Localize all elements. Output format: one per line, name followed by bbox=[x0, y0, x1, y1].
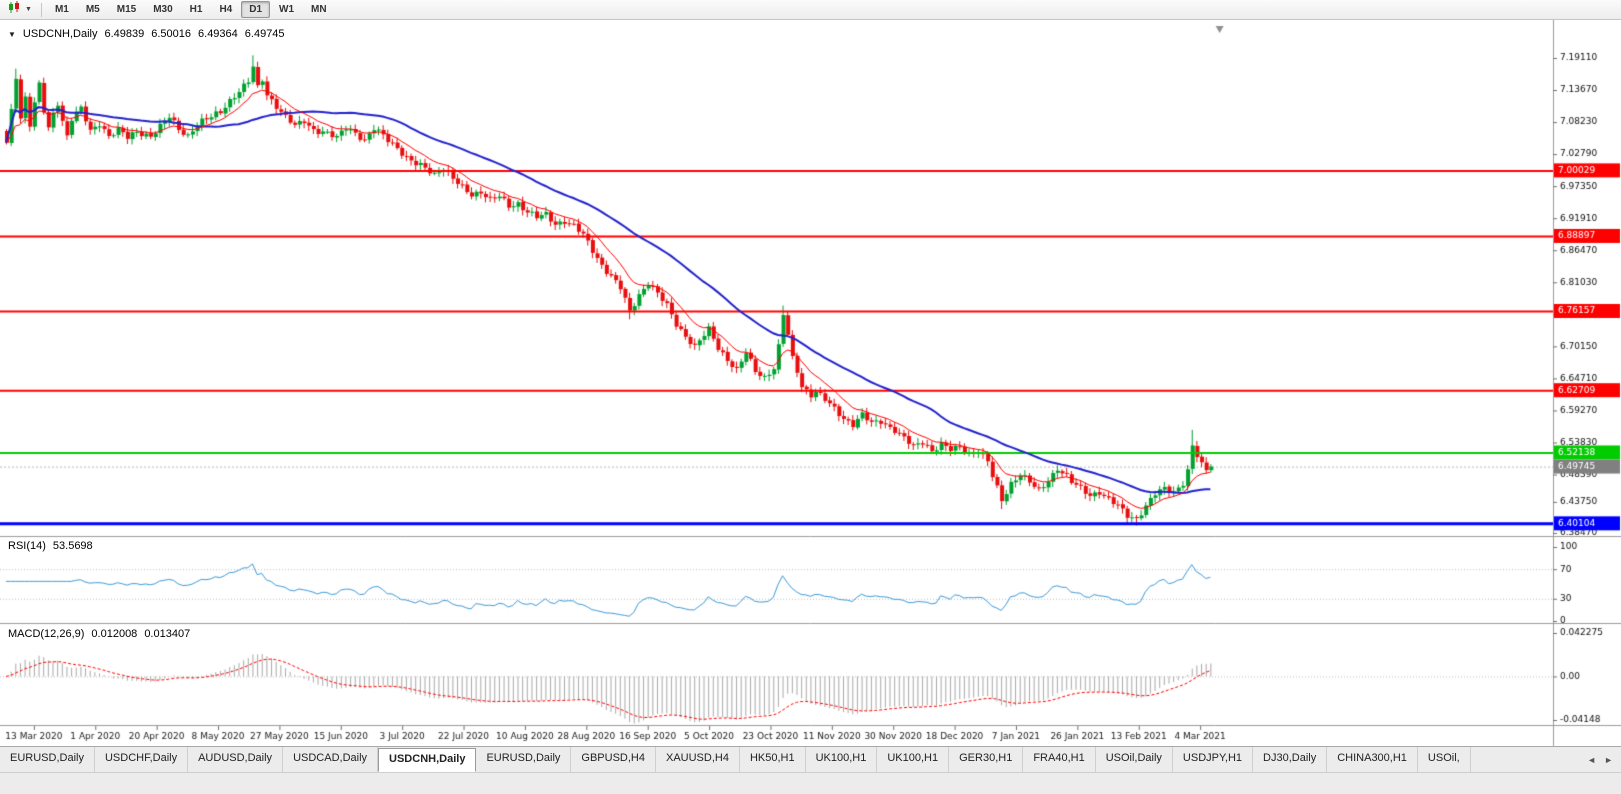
tab-dj30-daily[interactable]: DJ30,Daily bbox=[1253, 747, 1328, 772]
ohlc-low: 6.49364 bbox=[198, 28, 238, 40]
price-chart-canvas[interactable] bbox=[0, 20, 1621, 746]
chart-region: ▼ USDCNH,Daily 6.49839 6.50016 6.49364 6… bbox=[0, 20, 1621, 746]
tab-scroll-left-icon[interactable]: ◄ bbox=[1587, 754, 1597, 765]
timeframe-button-d1[interactable]: D1 bbox=[241, 1, 271, 18]
macd-value-main: 0.012008 bbox=[91, 628, 138, 640]
tab-china300-h1[interactable]: CHINA300,H1 bbox=[1327, 747, 1418, 772]
candlestick-chart-icon bbox=[8, 0, 23, 19]
tab-usoil[interactable]: USOil, bbox=[1418, 747, 1471, 772]
tab-eurusd-daily[interactable]: EURUSD,Daily bbox=[0, 747, 95, 772]
timeframe-button-m15[interactable]: M15 bbox=[116, 4, 137, 15]
timeframe-button-h1[interactable]: H1 bbox=[189, 4, 203, 15]
chart-title: ▼ USDCNH,Daily 6.49839 6.50016 6.49364 6… bbox=[8, 28, 285, 40]
timeframe-button-w1[interactable]: W1 bbox=[279, 4, 295, 15]
tab-uk100-h1[interactable]: UK100,H1 bbox=[806, 747, 878, 772]
timeframe-button-h4[interactable]: H4 bbox=[219, 4, 233, 15]
tab-usdchf-daily[interactable]: USDCHF,Daily bbox=[95, 747, 189, 772]
timeframe-button-m5[interactable]: M5 bbox=[85, 4, 100, 15]
tab-scroll-right-icon[interactable]: ► bbox=[1604, 754, 1613, 765]
tab-eurusd-daily[interactable]: EURUSD,Daily bbox=[476, 747, 572, 772]
rsi-label: RSI(14) 53.5698 bbox=[8, 540, 93, 552]
toolbar-separator bbox=[40, 2, 42, 17]
rsi-value: 53.5698 bbox=[52, 540, 93, 552]
chart-tabs-bar: EURUSD,Daily USDCHF,Daily AUDUSD,Daily USDC… bbox=[0, 746, 1621, 772]
tab-list: EURUSD,Daily USDCHF,Daily AUDUSD,Daily USDC… bbox=[0, 747, 1471, 772]
tab-usoil-daily[interactable]: USOil,Daily bbox=[1096, 747, 1173, 772]
rsi-name: RSI(14) bbox=[8, 540, 46, 552]
tab-usdjpy-h1[interactable]: USDJPY,H1 bbox=[1173, 747, 1254, 772]
symbol-period-label: USDCNH,Daily bbox=[22, 28, 98, 40]
macd-value-signal: 0.013407 bbox=[144, 628, 191, 640]
toolbar: ▼ M1 M5 M15 M30 H1 H4 D1 W1 MN bbox=[0, 0, 1621, 20]
timeframe-button-m1[interactable]: M1 bbox=[54, 4, 69, 15]
tab-fra40-h1[interactable]: FRA40,H1 bbox=[1023, 747, 1096, 772]
ohlc-high: 6.50016 bbox=[151, 28, 192, 40]
tab-ger30-h1[interactable]: GER30,H1 bbox=[949, 747, 1024, 772]
timeframe-button-m30[interactable]: M30 bbox=[153, 4, 173, 15]
tab-hk50-h1[interactable]: HK50,H1 bbox=[740, 747, 806, 772]
tab-usdcnh-daily[interactable]: USDCNH,Daily bbox=[378, 748, 477, 772]
tab-xauusd-h4[interactable]: XAUUSD,H4 bbox=[656, 747, 740, 772]
macd-name: MACD(12,26,9) bbox=[8, 628, 85, 640]
ohlc-open: 6.49839 bbox=[104, 28, 145, 40]
timeframe-buttons: M1 M5 M15 M30 H1 H4 D1 W1 MN bbox=[47, 1, 335, 18]
tab-scroll-arrows: ◄ ► bbox=[1579, 747, 1621, 772]
tab-gbpusd-h4[interactable]: GBPUSD,H4 bbox=[571, 747, 656, 772]
tab-usdcad-daily[interactable]: USDCAD,Daily bbox=[283, 747, 379, 772]
status-bar bbox=[0, 772, 1621, 794]
macd-label: MACD(12,26,9) 0.012008 0.013407 bbox=[8, 628, 190, 640]
ohlc-close: 6.49745 bbox=[244, 28, 285, 40]
chart-menu-triangle-icon[interactable]: ▼ bbox=[8, 29, 16, 39]
chart-type-button[interactable]: ▼ bbox=[4, 0, 36, 20]
tab-audusd-daily[interactable]: AUDUSD,Daily bbox=[188, 747, 284, 772]
tab-uk100-h1[interactable]: UK100,H1 bbox=[877, 747, 950, 772]
chevron-down-icon: ▼ bbox=[25, 6, 32, 13]
timeframe-button-mn[interactable]: MN bbox=[311, 4, 327, 15]
